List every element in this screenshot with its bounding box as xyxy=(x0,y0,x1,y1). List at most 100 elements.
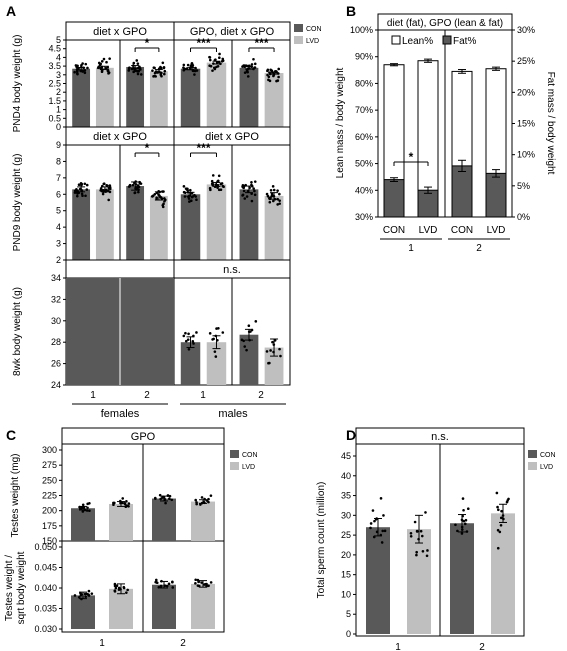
panel-a-dot xyxy=(209,64,213,68)
panel-a-row0-yaxis-tick-label: 1 xyxy=(56,105,61,115)
panel-b-fat-bar xyxy=(451,165,473,218)
panel-c-row1-ylabel-line2: sqrt body weight xyxy=(16,551,27,624)
panel-a-dot xyxy=(163,69,167,73)
panel-c-dot xyxy=(168,494,172,498)
panel-a-dot xyxy=(85,183,89,187)
panel-a-row1-yaxis-tick-label: 2 xyxy=(56,255,61,265)
panel-a-dot xyxy=(136,72,140,76)
panel-b-yaxis-tick-label: 40% xyxy=(355,185,373,195)
panel-d-dot xyxy=(466,507,470,511)
panel-a-dot xyxy=(108,185,112,189)
panel-d-legend-con-label: CON xyxy=(540,452,556,459)
panel-d-dot xyxy=(499,524,503,527)
panel-a-dot xyxy=(101,192,105,196)
panel-c-header: GPO xyxy=(131,431,156,443)
panel-a-dot xyxy=(268,200,272,204)
panel-a-dot xyxy=(161,61,165,65)
panel-a-dot xyxy=(250,63,254,66)
panel-c-row1-ylabel-line1: Testes weight / xyxy=(4,555,15,621)
panel-d-dot xyxy=(421,549,425,553)
panel-d-dot xyxy=(371,509,375,512)
panel-d-dot xyxy=(383,529,387,533)
panel-b-yaxis-tick-label: 60% xyxy=(355,132,373,142)
panel-d-dot xyxy=(464,518,468,522)
panel-a-row1-males-header: diet x GPO xyxy=(205,131,259,143)
panel-a-dot xyxy=(135,59,139,62)
panel-c-dot xyxy=(165,584,169,588)
panel-d-dot xyxy=(369,522,373,525)
panel-a-bracket-label: * xyxy=(145,36,150,50)
panel-a-dot xyxy=(208,55,211,59)
panel-d-dot xyxy=(415,530,419,533)
panel-d-dot xyxy=(460,532,464,535)
panel-d-dot xyxy=(462,519,466,523)
panel-a-dot xyxy=(219,188,223,192)
panel-a-dot xyxy=(76,72,79,75)
panel-a-dot xyxy=(105,60,108,64)
panel-a-dot xyxy=(195,331,198,334)
panel-d-dot xyxy=(381,529,385,533)
panel-a-dot xyxy=(194,66,197,70)
panel-c-row1-bar xyxy=(71,595,95,629)
panel-c-dot xyxy=(88,509,91,513)
panel-a-litter-label: 1 xyxy=(90,390,96,401)
panel-c-row0-yaxis-tick-label: 300 xyxy=(42,445,57,455)
panel-a-dot xyxy=(271,185,275,188)
panel-a-row1-females-header: diet x GPO xyxy=(93,131,147,143)
panel-c-row1-bar xyxy=(152,584,176,629)
panel-a-dot xyxy=(188,200,191,203)
panel-a-dot xyxy=(250,199,254,203)
panel-a-litter-label: 2 xyxy=(258,390,264,401)
panel-c-dot xyxy=(121,501,124,505)
panel-a-dot xyxy=(191,340,195,343)
panel-a-dot xyxy=(106,69,110,72)
panel-b-category-label: LVD xyxy=(487,225,506,236)
panel-a-dot xyxy=(278,202,281,205)
panel-b-category-label: LVD xyxy=(419,225,438,236)
panel-a-dot xyxy=(270,192,274,196)
panel-c-litter-label: 2 xyxy=(180,638,186,649)
panel-a-dot xyxy=(131,183,135,187)
panel-c-row1-yaxis-tick-label: 0.030 xyxy=(34,624,57,634)
panel-a-row2-yaxis-tick-label: 28 xyxy=(51,337,61,347)
panel-c-row0-yaxis-tick-label: 200 xyxy=(42,506,57,516)
panel-a-row2-yaxis-tick-label: 34 xyxy=(51,273,61,283)
panel-b-y2-tick-label: 25% xyxy=(517,56,535,66)
panel-a-row0-females-bar xyxy=(72,68,91,127)
panel-b-y2-tick-label: 20% xyxy=(517,87,535,97)
panel-a-dot xyxy=(243,197,247,200)
panel-a-row0-yaxis-tick-label: 0 xyxy=(56,122,61,132)
panel-c-letter: C xyxy=(6,427,16,443)
panel-c-dot xyxy=(117,586,121,590)
panel-a-dot xyxy=(246,70,249,74)
panel-a-dot xyxy=(127,67,131,71)
panel-a-row2-yaxis-tick-label: 30 xyxy=(51,316,61,326)
panel-d-dot xyxy=(499,516,503,520)
panel-c-dot xyxy=(73,594,77,597)
panel-d-dot xyxy=(382,514,385,517)
panel-d-dot xyxy=(500,509,503,513)
panel-c-dot xyxy=(126,588,129,592)
panel-c-dot xyxy=(200,496,204,499)
panel-a-dot xyxy=(272,199,275,203)
panel-a-row1-yaxis-tick-label: 5 xyxy=(56,206,61,216)
panel-a-dot xyxy=(276,203,279,206)
panel-c-row1-yaxis-tick-label: 0.045 xyxy=(34,563,57,573)
panel-c-dot xyxy=(83,592,87,596)
panel-a-dot xyxy=(252,67,255,71)
panel-a-dot xyxy=(137,185,141,189)
panel-d-letter: D xyxy=(346,427,356,443)
panel-c-dot xyxy=(114,586,118,590)
panel-d-litter-label: 1 xyxy=(395,642,401,651)
panel-a-dot xyxy=(73,189,77,192)
panel-a-dot xyxy=(270,194,273,198)
panel-a-row2-yaxis-tick-label: 26 xyxy=(51,359,61,369)
panel-a-dot xyxy=(85,188,89,191)
panel-a-dot xyxy=(189,188,192,192)
panel-d-dot xyxy=(497,508,500,512)
panel-a-dot xyxy=(268,361,271,365)
panel-a-dot xyxy=(159,66,163,70)
panel-a-dot xyxy=(243,71,247,74)
panel-b-y2-tick-label: 0% xyxy=(517,212,530,222)
panel-d-dot xyxy=(465,530,469,533)
